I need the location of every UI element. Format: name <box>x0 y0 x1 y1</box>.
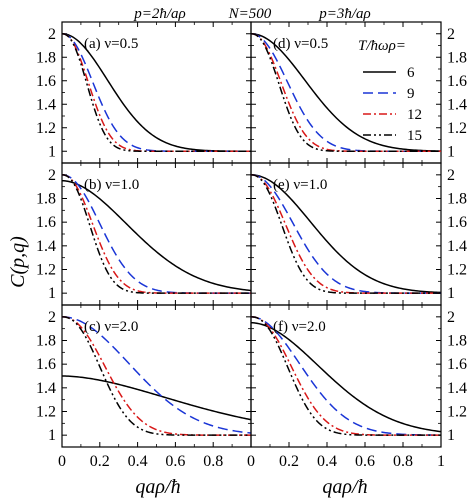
y-tick-label: 1.6 <box>36 73 56 90</box>
legend-title: T/ħωρ= <box>358 38 406 54</box>
series-line-3 <box>61 316 251 436</box>
y-tick-label: 2 <box>48 167 56 184</box>
y-tick-label: 1.6 <box>447 214 467 231</box>
y-tick-label: 1 <box>447 427 455 444</box>
y-axis-title: C(p,q) <box>7 236 29 288</box>
y-tick-label: 1.8 <box>447 191 467 208</box>
x-tick-label: 0.6 <box>165 453 185 470</box>
y-tick-label: 1 <box>447 143 455 160</box>
y-tick-label: 1.4 <box>36 96 56 113</box>
y-tick-label: 1.8 <box>447 49 467 66</box>
y-tick-label: 1.4 <box>447 380 467 397</box>
x-axis-title-right: qaρ/ħ <box>322 476 367 498</box>
x-tick-label: 0.8 <box>393 453 413 470</box>
x-tick-label: 0.8 <box>203 453 223 470</box>
series-line-0 <box>250 322 442 433</box>
y-tick-label: 1.8 <box>36 333 56 350</box>
y-tick-label: 1.2 <box>36 404 56 421</box>
legend-entry-2: 12 <box>407 107 422 123</box>
series-line-2 <box>250 33 441 152</box>
x-tick-label: 0.2 <box>90 453 110 470</box>
header: p=2ħ/aρ N=500 p=3ħ/aρ <box>133 6 371 22</box>
header-left-label: p=2ħ/aρ <box>133 6 186 22</box>
y-tick-label: 1.6 <box>447 356 467 373</box>
x-tick-label: 0.4 <box>128 453 148 470</box>
y-tick-label: 1.4 <box>447 96 467 113</box>
y-tick-label: 2 <box>48 26 56 43</box>
panels: 1 1.2 1.4 1.6 1.8 2 (a) ν=0.5 1 1.2 1.4 1.6 1.8 2 (b)… <box>36 21 467 470</box>
x-axis-title-left: qaρ/ħ <box>135 476 180 498</box>
legend-entry-0: 6 <box>407 65 415 81</box>
panel-label: (f) ν=2.0 <box>273 319 326 335</box>
panel-label: (e) ν=1.0 <box>273 177 327 193</box>
x-tick-label: 1 <box>437 453 445 470</box>
series-line-2 <box>250 174 441 294</box>
y-tick-label: 1.6 <box>36 214 56 231</box>
panel-4: 1 1.2 1.4 1.6 1.8 2 (e) ν=1.0 <box>250 162 467 306</box>
series-line-0 <box>61 375 252 421</box>
legend: T/ħωρ=6 9 12 15 <box>358 38 422 144</box>
x-tick-label: 0.2 <box>279 453 299 470</box>
series-line-3 <box>61 33 251 152</box>
panel-1: 1 1.2 1.4 1.6 1.8 2 (b) ν=1.0 <box>36 162 252 306</box>
y-tick-label: 1.2 <box>36 120 56 137</box>
x-tick-label: 0 <box>247 453 255 470</box>
y-tick-label: 1.4 <box>36 380 56 397</box>
series-line-0 <box>250 174 442 294</box>
y-tick-label: 1.4 <box>447 238 467 255</box>
y-tick-label: 1.8 <box>36 49 56 66</box>
y-tick-label: 1.2 <box>447 262 467 279</box>
series-line-1 <box>250 174 441 294</box>
series-line-2 <box>61 174 251 294</box>
header-right-label: p=3ħ/aρ <box>318 6 371 22</box>
panel-label: (b) ν=1.0 <box>84 177 139 193</box>
y-tick-label: 1.2 <box>447 404 467 421</box>
y-tick-label: 2 <box>447 309 455 326</box>
series-line-1 <box>250 316 441 436</box>
y-tick-label: 1.6 <box>447 73 467 90</box>
y-tick-label: 1.8 <box>447 333 467 350</box>
legend-entry-1: 9 <box>407 86 415 102</box>
legend-entry-3: 15 <box>407 128 422 144</box>
x-tick-label: 0 <box>58 453 66 470</box>
panel-label: (c) ν=2.0 <box>84 319 138 335</box>
y-tick-label: 1 <box>447 285 455 302</box>
y-tick-label: 1 <box>48 427 56 444</box>
panel-label: (a) ν=0.5 <box>84 36 138 52</box>
series-line-0 <box>61 180 252 292</box>
series-line-3 <box>250 316 441 436</box>
header-center-label: N=500 <box>228 6 272 22</box>
y-tick-label: 1.2 <box>36 262 56 279</box>
panel-3: 1 1.2 1.4 1.6 1.8 2 (d) ν=0.5 <box>250 21 467 164</box>
series-line-3 <box>250 174 441 294</box>
y-tick-label: 1 <box>48 143 56 160</box>
y-tick-label: 2 <box>447 26 455 43</box>
series-line-1 <box>61 33 251 152</box>
y-tick-label: 1.6 <box>36 356 56 373</box>
panel-label: (d) ν=0.5 <box>273 36 328 52</box>
panel-5: 1 1.2 1.4 1.6 1.8 2 0 0.2 0.4 0.6 0.8 1 (f) ν=2.0 <box>247 304 467 470</box>
panel-2: 1 1.2 1.4 1.6 1.8 2 0 0.2 0.4 0.6 0.8 (c) ν=2.0 <box>36 304 252 470</box>
y-tick-label: 1 <box>48 285 56 302</box>
x-tick-label: 0.6 <box>355 453 375 470</box>
y-tick-label: 2 <box>48 309 56 326</box>
y-tick-label: 2 <box>447 167 455 184</box>
series-line-1 <box>61 316 252 434</box>
y-tick-label: 1.2 <box>447 120 467 137</box>
y-tick-label: 1.8 <box>36 191 56 208</box>
panel-0: 1 1.2 1.4 1.6 1.8 2 (a) ν=0.5 <box>36 21 252 164</box>
x-tick-label: 0.4 <box>317 453 337 470</box>
y-tick-label: 1.4 <box>36 238 56 255</box>
series-line-0 <box>250 33 442 152</box>
